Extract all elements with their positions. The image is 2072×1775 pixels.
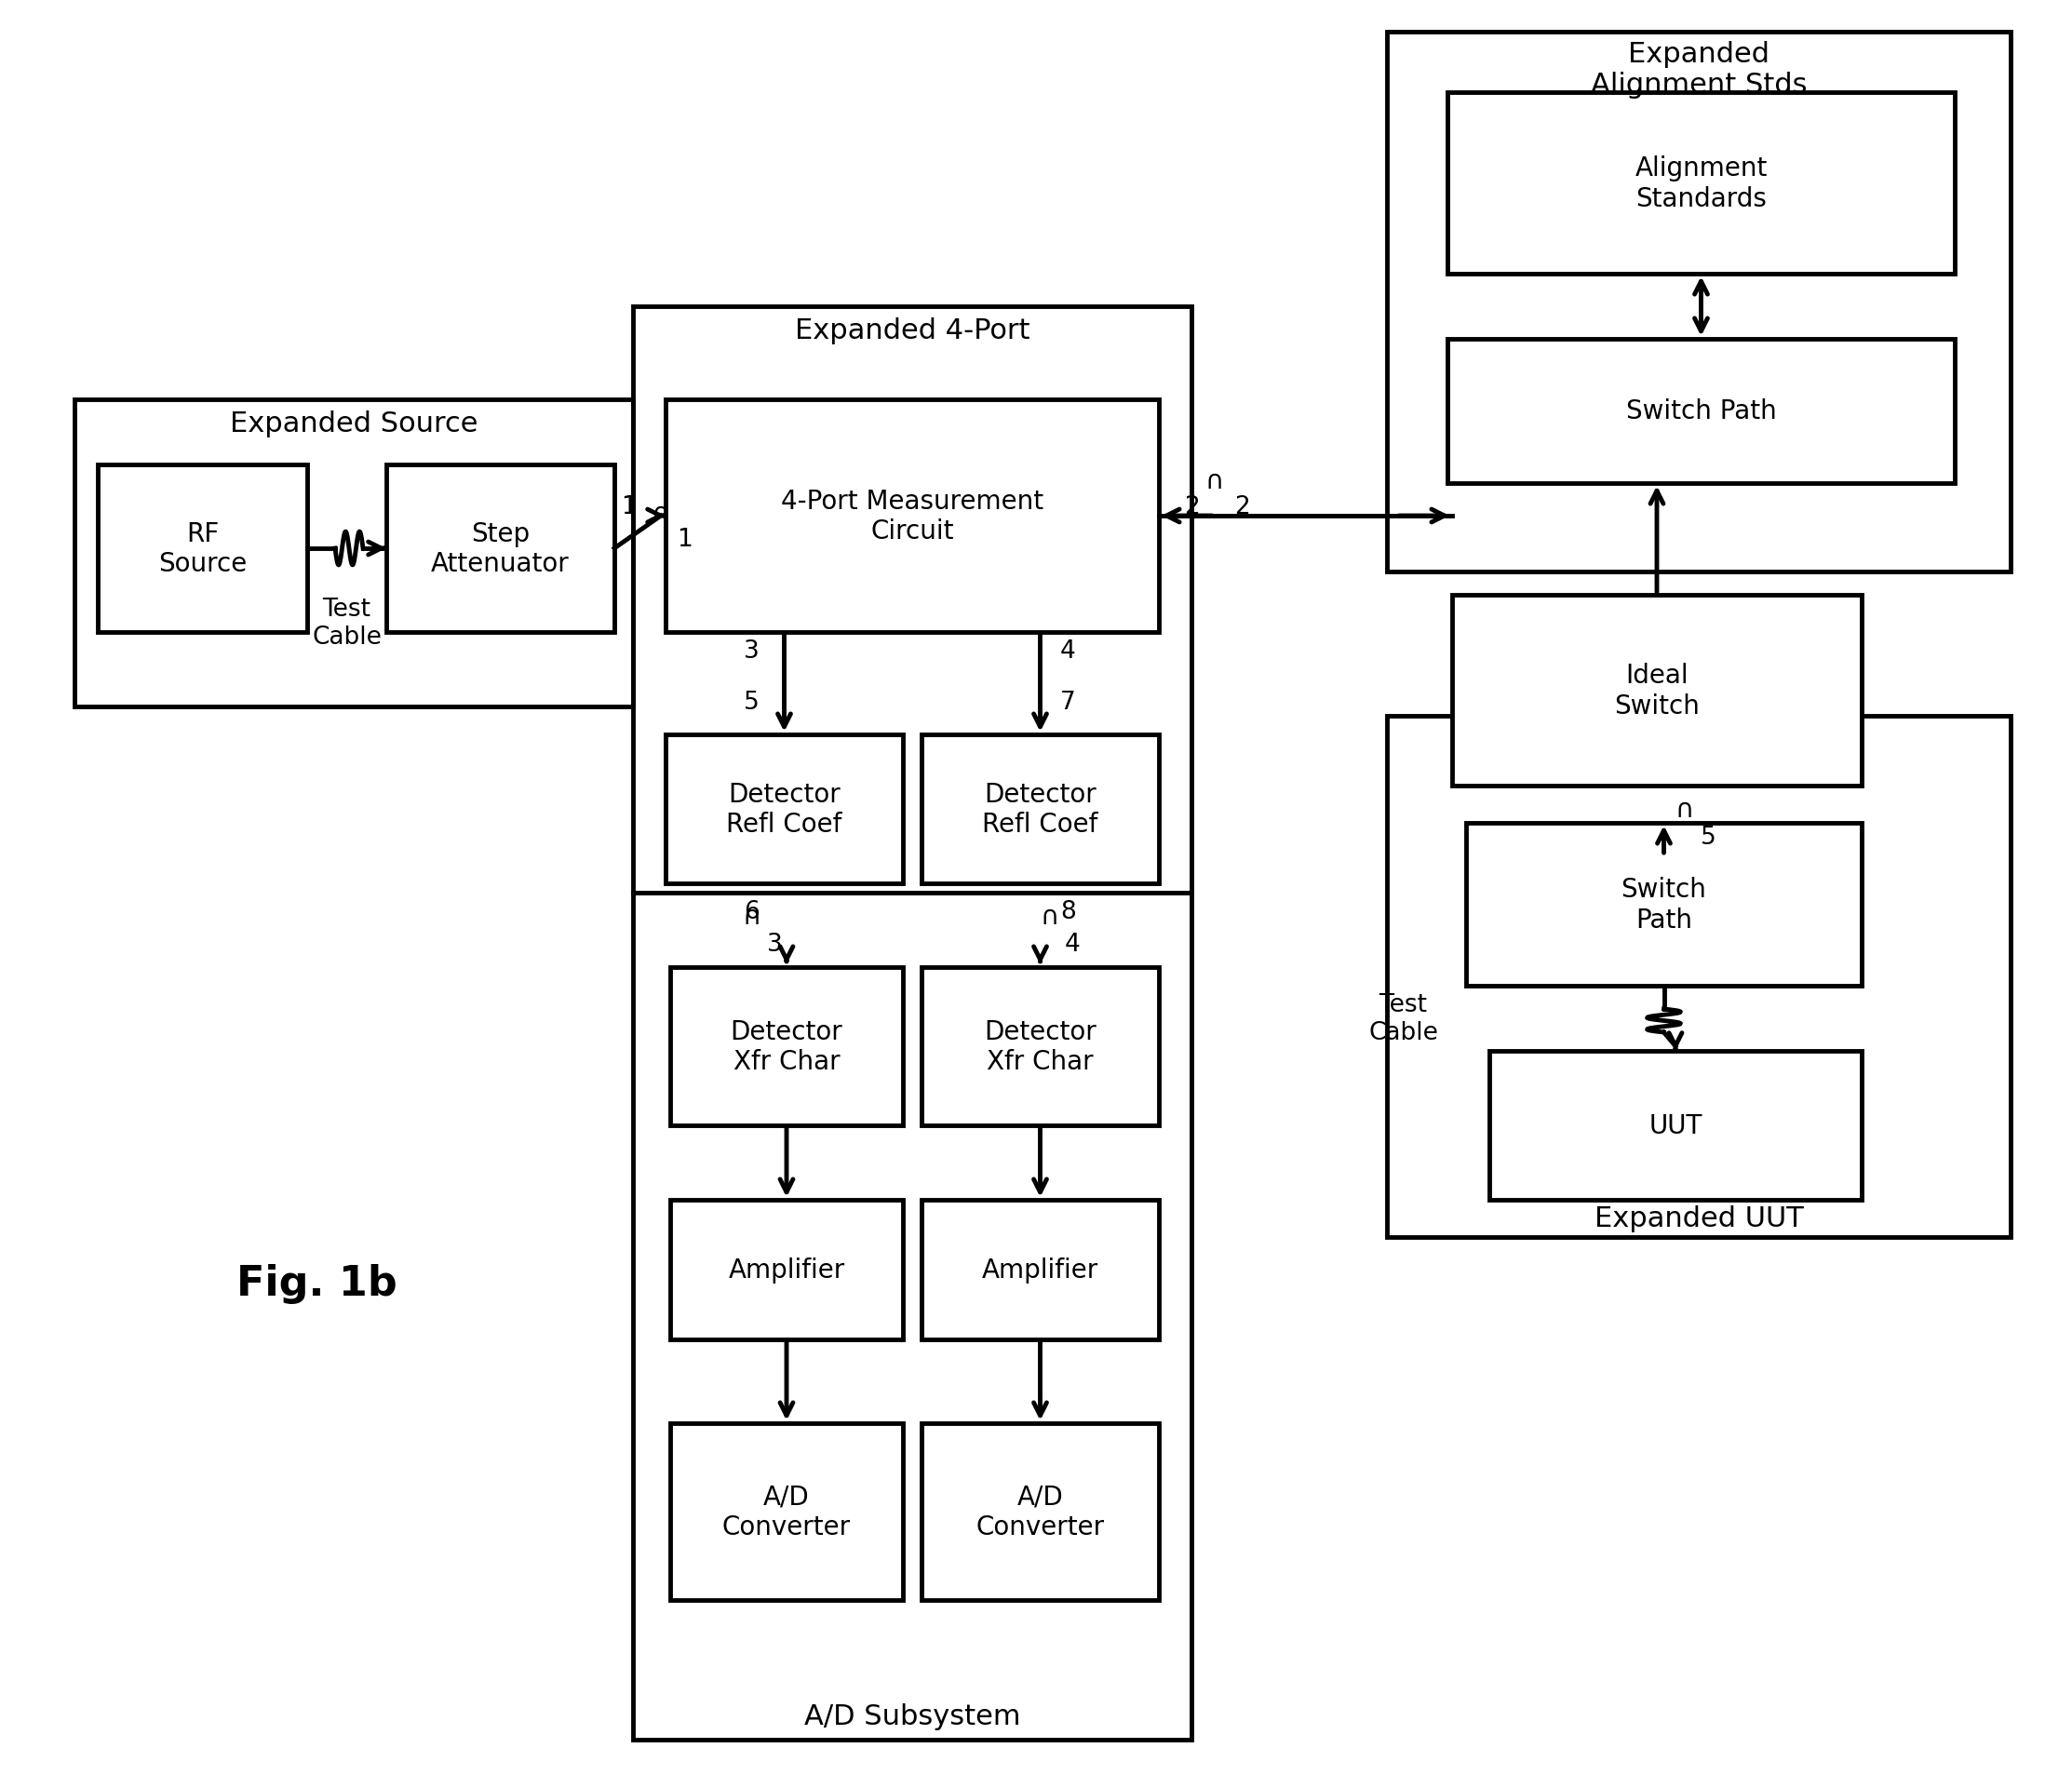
Bar	[385, 465, 613, 632]
Text: Test
Cable: Test Cable	[1368, 992, 1438, 1045]
Text: 6: 6	[744, 900, 760, 923]
Bar	[1490, 1051, 1861, 1200]
Text: Switch
Path: Switch Path	[1620, 877, 1707, 934]
Bar	[922, 1424, 1158, 1599]
Bar	[1386, 32, 2010, 572]
Bar	[1452, 595, 1861, 786]
Text: Detector
Refl Coef: Detector Refl Coef	[982, 781, 1098, 838]
Text: Test
Cable: Test Cable	[313, 596, 381, 650]
Bar	[1448, 339, 1954, 485]
Text: ∩: ∩	[651, 501, 671, 527]
Text: Detector
Xfr Char: Detector Xfr Char	[984, 1019, 1096, 1074]
Text: RF
Source: RF Source	[157, 520, 247, 577]
Text: ∩: ∩	[1676, 797, 1695, 822]
Text: 2: 2	[1235, 495, 1249, 518]
Text: ∩: ∩	[1206, 469, 1225, 493]
Bar	[922, 967, 1158, 1125]
Text: UUT: UUT	[1649, 1113, 1703, 1140]
Bar	[632, 307, 1191, 893]
Bar	[665, 735, 903, 884]
Text: 4: 4	[1065, 932, 1082, 957]
Text: Detector
Refl Coef: Detector Refl Coef	[727, 781, 841, 838]
Text: Expanded UUT: Expanded UUT	[1593, 1205, 1803, 1232]
Bar	[665, 399, 1158, 632]
Text: A/D
Converter: A/D Converter	[976, 1484, 1104, 1541]
Text: 5: 5	[1701, 825, 1716, 850]
Bar	[922, 735, 1158, 884]
Bar	[75, 399, 632, 706]
Text: 5: 5	[744, 690, 760, 715]
Text: 4-Port Measurement
Circuit: 4-Port Measurement Circuit	[781, 488, 1044, 545]
Text: Expanded Source: Expanded Source	[230, 410, 479, 437]
Text: Step
Attenuator: Step Attenuator	[431, 520, 570, 577]
Text: 1: 1	[620, 495, 636, 518]
Text: Switch Path: Switch Path	[1627, 399, 1776, 424]
Bar	[922, 1200, 1158, 1340]
Text: 3: 3	[767, 932, 783, 957]
Text: Expanded
Alignment Stds: Expanded Alignment Stds	[1591, 41, 1807, 99]
Bar	[669, 1200, 903, 1340]
Text: Amplifier: Amplifier	[982, 1257, 1098, 1283]
Bar	[1467, 824, 1861, 987]
Bar	[1386, 717, 2010, 1237]
Text: ∩: ∩	[1040, 903, 1059, 930]
Text: 1: 1	[675, 527, 692, 552]
Text: A/D
Converter: A/D Converter	[723, 1484, 852, 1541]
Text: Alignment
Standards: Alignment Standards	[1635, 156, 1767, 211]
Text: Amplifier: Amplifier	[727, 1257, 845, 1283]
Text: 3: 3	[744, 639, 760, 664]
Bar	[97, 465, 307, 632]
Text: A/D Subsystem: A/D Subsystem	[804, 1702, 1019, 1731]
Text: 2: 2	[1183, 495, 1200, 518]
Text: 7: 7	[1061, 690, 1075, 715]
Bar	[669, 967, 903, 1125]
Bar	[669, 1424, 903, 1599]
Text: 8: 8	[1061, 900, 1075, 923]
Bar	[1448, 92, 1954, 275]
Text: 4: 4	[1061, 639, 1075, 664]
Text: Detector
Xfr Char: Detector Xfr Char	[729, 1019, 843, 1074]
Text: ∩: ∩	[742, 903, 760, 930]
Bar	[632, 893, 1191, 1740]
Text: Fig. 1b: Fig. 1b	[236, 1264, 398, 1305]
Text: Ideal
Switch: Ideal Switch	[1614, 662, 1699, 719]
Text: Expanded 4-Port: Expanded 4-Port	[796, 316, 1030, 344]
